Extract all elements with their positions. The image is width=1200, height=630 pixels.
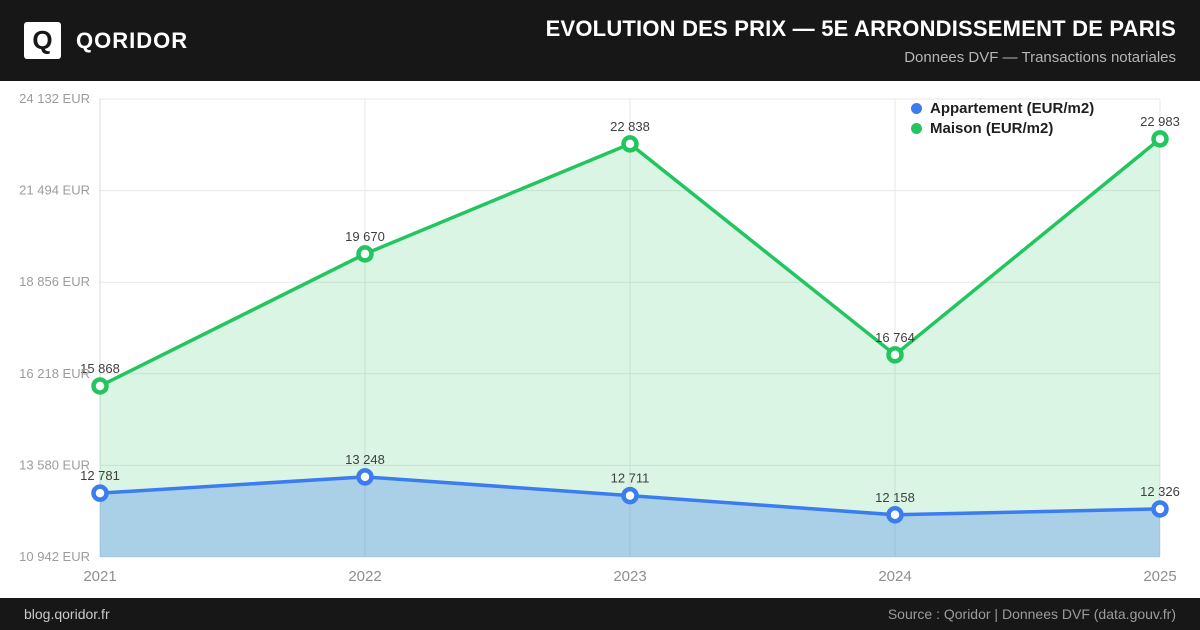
legend-label: Appartement (EUR/m2) (930, 99, 1095, 117)
appartement-point (621, 486, 639, 505)
x-tick-label: 2023 (613, 568, 646, 585)
maison-legend-dot-icon (911, 122, 922, 134)
appartement-point-label: 13 248 (345, 452, 385, 467)
maison-point-label: 19 670 (345, 229, 385, 244)
qoridor-logo-icon: Q (24, 22, 61, 59)
appartement-point-label: 12 326 (1140, 484, 1180, 499)
maison-point (91, 377, 109, 395)
maison-point-label: 16 764 (875, 330, 915, 345)
chart-region: 15 868 19 670 22 838 16 764 22 983 12 781 13 2… (0, 81, 1200, 598)
y-tick-label: 10 942 EUR (19, 549, 90, 564)
maison-point-label: 22 983 (1140, 114, 1180, 129)
brand-name: QORIDOR (76, 27, 189, 53)
maison-point (621, 135, 639, 153)
x-tick-label: 2022 (348, 568, 381, 585)
logo-letter: Q (32, 25, 53, 55)
y-tick-label: 21 494 EUR (19, 183, 90, 198)
page-title: EVOLUTION DES PRIX — 5E ARRONDISSEMENT D… (545, 15, 1176, 41)
footer-site-url: blog.qoridor.fr (24, 606, 110, 622)
appartement-point-label: 12 781 (80, 468, 120, 483)
maison-point (1151, 130, 1169, 148)
appartement-point-label: 12 711 (611, 471, 650, 486)
titles: EVOLUTION DES PRIX — 5E ARRONDISSEMENT D… (546, 16, 1176, 66)
legend-item-maison: Maison (EUR/m2) (911, 118, 1094, 138)
maison-point (886, 346, 904, 364)
y-tick-label: 16 218 EUR (19, 366, 90, 381)
x-tick-label: 2024 (878, 568, 911, 585)
legend-label: Maison (EUR/m2) (930, 119, 1054, 137)
x-tick-label: 2021 (83, 568, 116, 585)
appartement-point (356, 468, 374, 486)
footer: blog.qoridor.fr Source : Qoridor | Donne… (0, 598, 1200, 630)
y-tick-label: 18 856 EUR (19, 274, 90, 289)
appartement-point (886, 506, 904, 524)
maison-point-label: 15 868 (80, 361, 120, 376)
appartement-point-label: 12 158 (875, 490, 915, 505)
maison-point (356, 245, 374, 263)
price-chart-svg: 15 868 19 670 22 838 16 764 22 983 12 781 13 2… (19, 91, 1180, 585)
brand: Q QORIDOR (24, 22, 188, 59)
y-tick-label: 13 580 EUR (19, 457, 90, 472)
legend-item-appartement: Appartement (EUR/m2) (911, 98, 1094, 118)
appartement-point (91, 484, 109, 502)
appartement-legend-dot-icon (911, 102, 922, 114)
legend: Appartement (EUR/m2) Maison (EUR/m2) (911, 98, 1094, 138)
y-tick-label: 24 132 EUR (19, 91, 90, 106)
header: Q QORIDOR EVOLUTION DES PRIX — 5E ARROND… (0, 0, 1200, 81)
appartement-point (1151, 500, 1169, 518)
maison-area (100, 138, 1160, 557)
page-subtitle: Donnees DVF — Transactions notariales (904, 48, 1176, 66)
footer-source: Source : Qoridor | Donnees DVF (data.gou… (887, 606, 1176, 622)
x-tick-label: 2025 (1143, 568, 1176, 585)
maison-point-label: 22 838 (610, 119, 650, 134)
appartement-area (100, 476, 1160, 557)
